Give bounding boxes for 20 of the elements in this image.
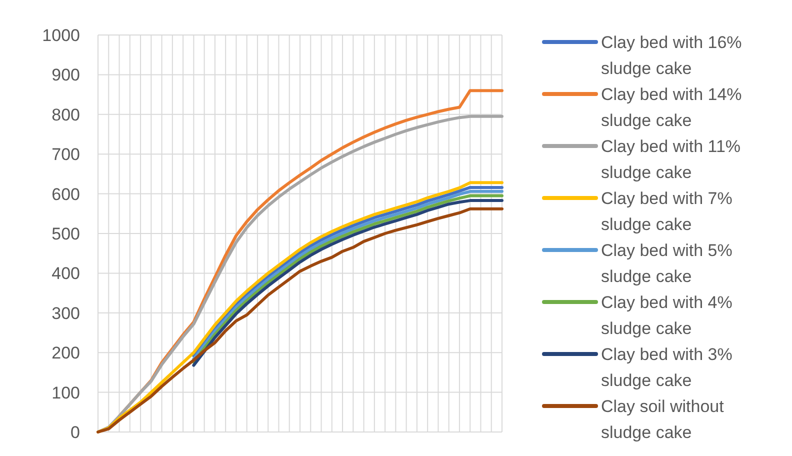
legend-label: Clay bed with 5% sludge cake [601,240,732,286]
legend-label: Clay bed with 3% sludge cake [601,344,732,390]
y-tick-label: 1000 [42,26,80,45]
legend-label: Clay bed with 7% sludge cake [601,188,732,234]
y-tick-label: 0 [70,422,80,442]
legend-label: Clay bed with 14% sludge cake [601,84,742,130]
legend-label: Clay bed with 4% sludge cake [601,292,732,338]
y-tick-label: 100 [52,383,80,402]
y-tick-label: 900 [52,66,80,85]
y-tick-label: 700 [52,145,80,164]
y-tick-label: 300 [52,304,80,323]
legend-label: Clay soil without sludge cake [601,396,724,442]
y-tick-label: 400 [52,264,80,284]
y-tick-label: 800 [52,105,80,124]
y-tick-label: 500 [52,224,80,244]
legend-label: Clay bed with 16% sludge cake [601,32,742,78]
y-tick-label: 600 [52,184,80,204]
line-series [96,114,504,434]
y-tick-label: 200 [52,344,80,363]
legend-label: Clay bed with 11% sludge cake [601,136,741,182]
